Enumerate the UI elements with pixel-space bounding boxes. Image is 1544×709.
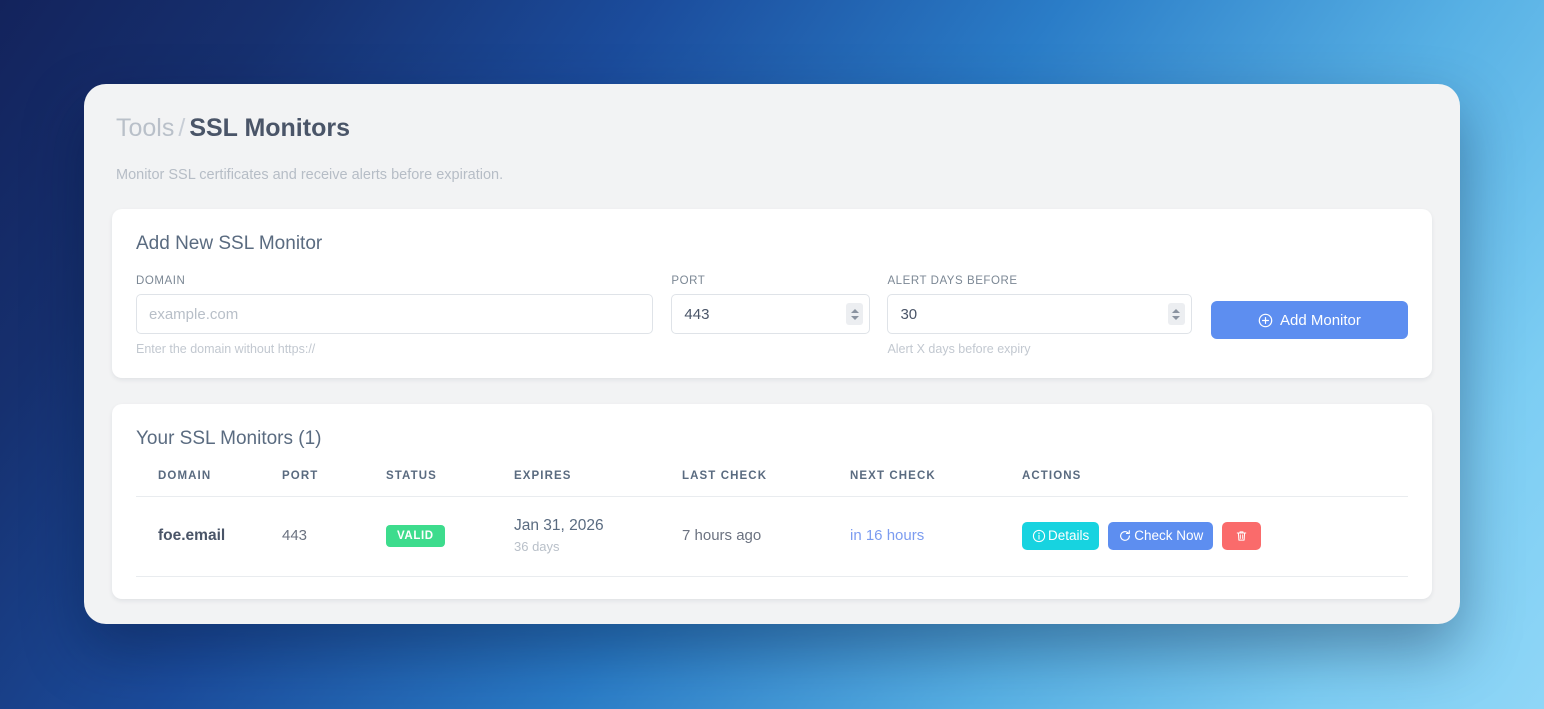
trash-icon	[1237, 530, 1247, 541]
cell-status: VALID	[386, 496, 514, 577]
monitors-card: Your SSL Monitors (1) DOMAIN PORT STATUS…	[112, 404, 1432, 599]
breadcrumb: Tools / SSL Monitors	[116, 116, 1432, 141]
column-header-port: PORT	[282, 470, 386, 497]
column-header-last-check: LAST CHECK	[682, 470, 850, 497]
cell-next-check: in 16 hours	[850, 496, 1022, 577]
details-button[interactable]: Details	[1022, 521, 1100, 550]
next-check-time: in 16 hours	[850, 527, 925, 544]
app-panel: Tools / SSL Monitors Monitor SSL certifica…	[84, 84, 1460, 624]
column-header-domain: DOMAIN	[136, 470, 282, 497]
port-stepper[interactable]	[846, 303, 864, 325]
add-monitor-form: DOMAIN Enter the domain without https://…	[136, 275, 1408, 356]
monitors-table-head: DOMAIN PORT STATUS EXPIRES LAST CHECK NE…	[136, 470, 1408, 497]
info-circle-icon	[1032, 529, 1046, 542]
alert-days-input-wrap	[887, 294, 1192, 334]
chevron-up-icon[interactable]	[850, 308, 859, 313]
chevron-down-icon[interactable]	[1172, 315, 1181, 320]
chevron-up-icon[interactable]	[1172, 308, 1181, 313]
domain-hint: Enter the domain without https://	[136, 342, 316, 356]
monitors-title: Your SSL Monitors (1)	[136, 428, 322, 449]
alert-days-stepper[interactable]	[1167, 303, 1185, 325]
port-input[interactable]	[671, 294, 871, 334]
page-subtitle: Monitor SSL certificates and receive ale…	[116, 167, 504, 183]
port-label: PORT	[671, 275, 706, 287]
chevron-down-icon[interactable]	[850, 315, 859, 320]
table-header-row: DOMAIN PORT STATUS EXPIRES LAST CHECK NE…	[136, 470, 1408, 497]
cell-domain: foe.email	[136, 496, 282, 577]
cell-expires: Jan 31, 2026 36 days	[514, 496, 682, 577]
add-monitor-button[interactable]: Add Monitor	[1210, 301, 1408, 339]
domain-label: DOMAIN	[136, 275, 186, 287]
add-monitor-button-label: Add Monitor	[1280, 311, 1361, 329]
check-now-button[interactable]: Check Now	[1108, 521, 1214, 550]
breadcrumb-separator: /	[178, 114, 186, 142]
check-now-button-label: Check Now	[1134, 528, 1204, 543]
cell-last-check: 7 hours ago	[682, 496, 850, 577]
alert-days-hint: Alert X days before expiry	[887, 342, 1031, 356]
refresh-icon	[1120, 529, 1131, 541]
status-badge: VALID	[386, 524, 445, 547]
domain-input[interactable]	[136, 294, 654, 334]
details-button-label: Details	[1048, 528, 1090, 543]
breadcrumb-parent[interactable]: Tools	[116, 114, 175, 142]
port-input-wrap	[671, 294, 871, 334]
port-field-group: PORT	[671, 275, 871, 334]
column-header-next-check: NEXT CHECK	[850, 470, 1022, 497]
add-monitor-card: Add New SSL Monitor DOMAIN Enter the dom…	[112, 209, 1432, 378]
cell-port: 443	[282, 496, 386, 577]
delete-button[interactable]	[1222, 521, 1262, 550]
domain-input-wrap	[136, 294, 654, 334]
add-monitor-title: Add New SSL Monitor	[136, 233, 323, 254]
alert-days-label: ALERT DAYS BEFORE	[887, 275, 1018, 287]
alert-days-field-group: ALERT DAYS BEFORE Alert X days before ex…	[887, 275, 1192, 356]
alert-days-input[interactable]	[887, 294, 1192, 334]
column-header-status: STATUS	[386, 470, 514, 497]
monitors-table: DOMAIN PORT STATUS EXPIRES LAST CHECK NE…	[136, 470, 1408, 577]
page-title: SSL Monitors	[189, 114, 350, 142]
column-header-expires: EXPIRES	[514, 470, 682, 497]
cell-actions: Details Check Now	[1022, 496, 1408, 577]
domain-field-group: DOMAIN Enter the domain without https://	[136, 275, 654, 356]
plus-circle-icon	[1258, 313, 1273, 327]
row-actions: Details Check Now	[1022, 521, 1408, 550]
table-row: foe.email 443 VALID Jan 31, 2026 36 days…	[136, 496, 1408, 577]
monitor-domain: foe.email	[158, 526, 226, 544]
monitors-table-body: foe.email 443 VALID Jan 31, 2026 36 days…	[136, 496, 1408, 577]
column-header-actions: ACTIONS	[1022, 470, 1408, 497]
expires-days-remaining: 36 days	[514, 539, 560, 554]
expires-date: Jan 31, 2026	[514, 517, 604, 534]
